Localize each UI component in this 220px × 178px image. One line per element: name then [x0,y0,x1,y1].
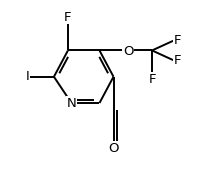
Text: F: F [149,73,157,86]
Text: N: N [67,96,77,109]
Text: I: I [26,70,29,83]
Text: F: F [64,11,72,24]
Text: O: O [108,142,119,155]
Text: O: O [123,45,134,58]
Text: F: F [174,54,181,67]
Text: F: F [174,34,181,47]
